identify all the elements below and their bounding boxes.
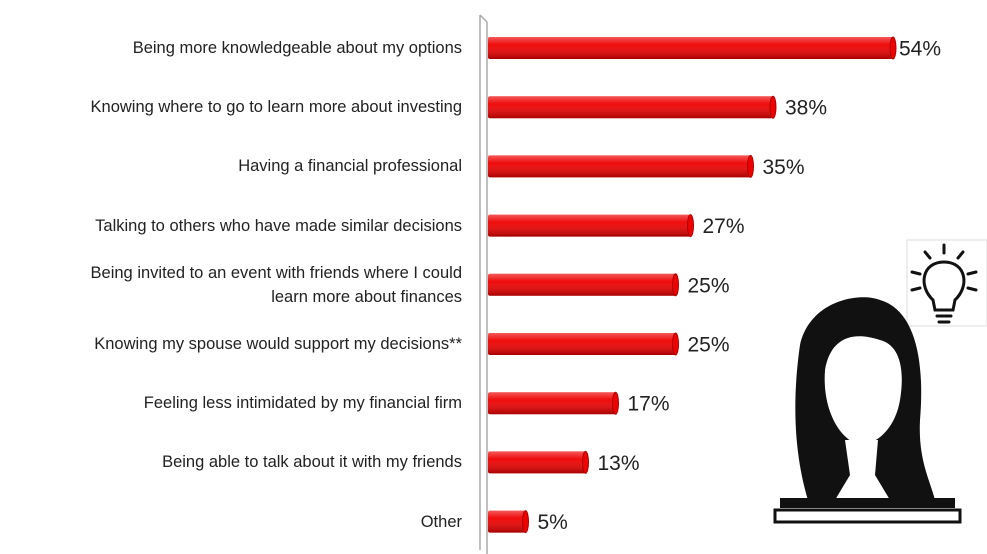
lightbulb-icon: [906, 239, 987, 327]
bar-cap: [769, 95, 777, 119]
category-label: Being more knowledgeable about my option…: [132, 39, 462, 57]
bar-cap: [747, 154, 754, 178]
value-label: 25%: [688, 334, 730, 357]
category-label: Knowing where to go to learn more about …: [90, 98, 462, 117]
bar: [488, 37, 893, 59]
value-label: 13%: [598, 452, 640, 475]
axis: [479, 14, 488, 554]
category-label: Having a financial professional: [238, 157, 462, 176]
bar: [488, 392, 616, 415]
category-label: Other: [420, 512, 462, 531]
bar-cap: [522, 510, 529, 534]
bar: [488, 96, 773, 119]
bar-cap: [889, 36, 897, 60]
bar-cap: [582, 450, 589, 474]
bar-cap: [687, 214, 694, 238]
bar: [488, 510, 526, 533]
value-label: 54%: [899, 38, 941, 61]
value-label: 25%: [688, 274, 730, 297]
value-label: 35%: [763, 156, 805, 179]
bar: [488, 273, 676, 296]
bar: [488, 214, 691, 237]
bar: [488, 333, 676, 355]
value-label: 27%: [703, 215, 745, 238]
value-label: 38%: [785, 97, 827, 120]
category-label: Being able to talk about it with my frie…: [162, 453, 462, 472]
category-label: Knowing my spouse would support my decis…: [94, 335, 462, 353]
category-label: Being invited to an event with friends w…: [90, 263, 462, 306]
bar: [488, 155, 751, 178]
bar: [488, 451, 586, 474]
value-label: 17%: [628, 393, 670, 416]
category-label: Talking to others who have made similar …: [95, 216, 462, 235]
value-label: 5%: [538, 511, 568, 534]
woman-icon: [773, 297, 962, 524]
category-label: Feeling less intimidated by my financial…: [143, 394, 462, 413]
bar-cap: [672, 332, 679, 356]
bar-cap: [672, 273, 679, 297]
bar-cap: [612, 391, 619, 415]
